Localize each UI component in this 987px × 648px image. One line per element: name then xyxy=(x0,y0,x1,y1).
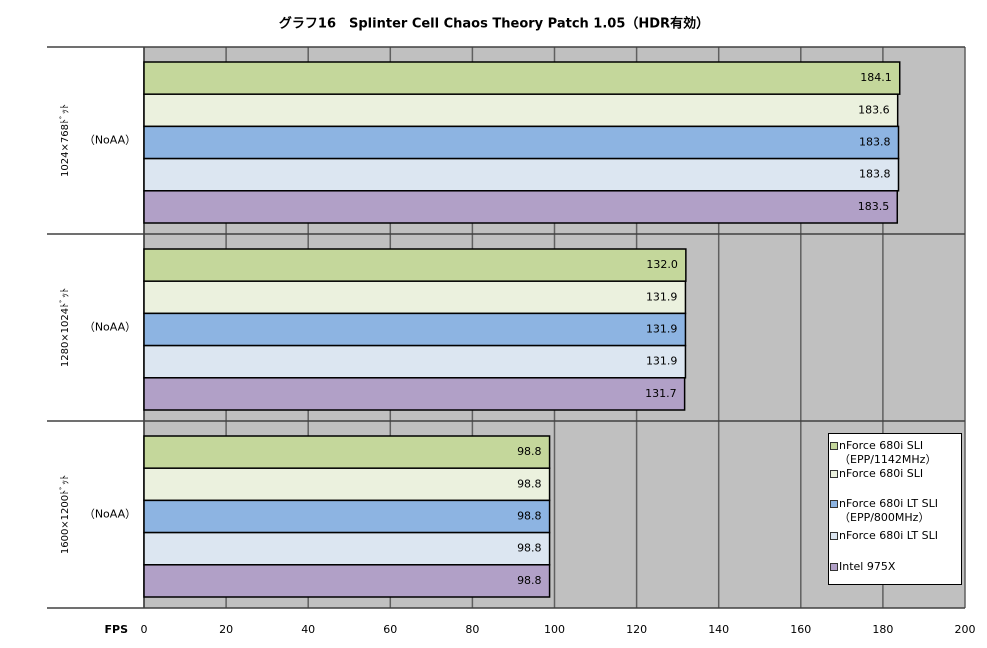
legend-swatch xyxy=(830,563,838,571)
bar xyxy=(143,435,551,469)
legend-label: nForce 680i LT SLI xyxy=(839,529,938,542)
value-label: 184.1 xyxy=(860,71,892,84)
value-label: 98.8 xyxy=(517,445,542,458)
category-note: （NoAA） xyxy=(84,508,136,521)
chart-title: グラフ16 Splinter Cell Chaos Theory Patch 1… xyxy=(279,16,709,32)
bar xyxy=(143,377,686,411)
legend-entry: Intel 975X xyxy=(830,560,896,574)
legend-label: nForce 680i LT SLI （EPP/800MHz） xyxy=(839,497,938,524)
x-tick-label: 120 xyxy=(626,623,647,636)
x-tick-label: 20 xyxy=(219,623,233,636)
x-tick-label: 80 xyxy=(465,623,479,636)
value-label: 131.7 xyxy=(645,387,677,400)
x-tick-label: 200 xyxy=(955,623,976,636)
value-label: 98.8 xyxy=(517,542,542,555)
bar xyxy=(143,344,687,379)
value-label: 98.8 xyxy=(517,510,542,523)
legend: nForce 680i SLI （EPP/1142MHz） nForce 680i… xyxy=(828,433,962,585)
bar xyxy=(143,280,687,315)
legend-label: Intel 975X xyxy=(839,560,896,573)
legend-entry: nForce 680i SLI xyxy=(830,467,924,481)
legend-swatch xyxy=(830,500,838,508)
legend-label: nForce 680i SLI （EPP/1142MHz） xyxy=(839,439,937,466)
value-label: 98.8 xyxy=(517,477,542,490)
category-label: 1024×768ﾄﾞｯﾄ xyxy=(59,104,71,177)
value-label: 132.0 xyxy=(646,258,678,271)
value-label: 131.9 xyxy=(646,290,678,303)
bar xyxy=(143,312,687,347)
bar xyxy=(143,467,551,502)
x-tick-label: 180 xyxy=(872,623,893,636)
x-tick-label: 100 xyxy=(544,623,565,636)
x-tick-label: 40 xyxy=(301,623,315,636)
bar xyxy=(143,125,900,160)
category-label: 1280×1024ﾄﾞｯﾄ xyxy=(59,288,71,367)
legend-swatch xyxy=(830,442,838,450)
bar xyxy=(143,248,687,282)
legend-swatch xyxy=(830,532,838,540)
bar xyxy=(143,531,551,566)
value-label: 183.8 xyxy=(859,168,891,181)
bar xyxy=(143,61,901,95)
category-note: （NoAA） xyxy=(84,134,136,147)
value-label: 183.8 xyxy=(859,136,891,149)
bar xyxy=(143,93,899,128)
x-tick-label: 140 xyxy=(708,623,729,636)
value-label: 98.8 xyxy=(517,574,542,587)
bar xyxy=(143,499,551,534)
bar xyxy=(143,157,900,192)
legend-entry: nForce 680i SLI （EPP/1142MHz） xyxy=(830,439,937,467)
category-note: （NoAA） xyxy=(84,321,136,334)
x-tick-label: 0 xyxy=(141,623,148,636)
value-label: 131.9 xyxy=(646,323,678,336)
value-label: 183.6 xyxy=(858,103,890,116)
legend-swatch xyxy=(830,470,838,478)
x-tick-label: 160 xyxy=(790,623,811,636)
x-tick-label: 60 xyxy=(383,623,397,636)
value-label: 131.9 xyxy=(646,355,678,368)
legend-label: nForce 680i SLI xyxy=(839,467,924,480)
legend-entry: nForce 680i LT SLI xyxy=(830,529,938,543)
value-label: 183.5 xyxy=(858,200,890,213)
bar xyxy=(143,190,899,224)
category-label: 1600×1200ﾄﾞｯﾄ xyxy=(59,475,71,554)
legend-entry: nForce 680i LT SLI （EPP/800MHz） xyxy=(830,497,938,525)
bar xyxy=(143,564,551,598)
x-axis-label: FPS xyxy=(105,623,129,636)
